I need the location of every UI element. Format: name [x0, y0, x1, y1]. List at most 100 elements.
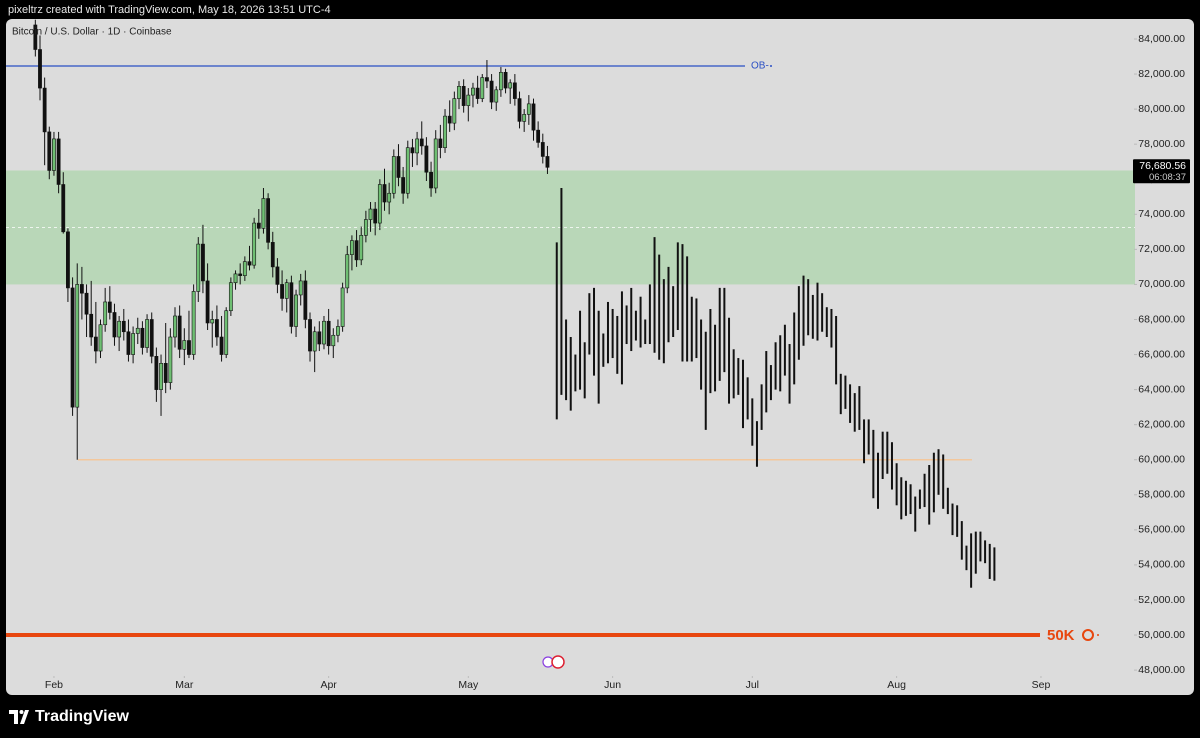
- candle-body: [526, 103, 531, 115]
- event-icon: [551, 655, 565, 669]
- candle-body: [461, 86, 466, 106]
- candle-body: [396, 156, 401, 178]
- candle-body: [187, 340, 191, 355]
- candle-body: [498, 71, 503, 91]
- candle-body: [289, 282, 294, 327]
- candle-body: [154, 355, 159, 390]
- y-tick-label: 68,000.00: [1138, 313, 1185, 325]
- candle-body: [56, 138, 61, 185]
- candle-body: [182, 340, 187, 350]
- candle-body: [79, 284, 84, 294]
- candle-body: [238, 273, 243, 276]
- candle-body: [210, 319, 215, 324]
- candle-body: [540, 142, 545, 157]
- candle-body: [149, 319, 154, 357]
- candle-body: [103, 301, 108, 326]
- candle-body: [480, 77, 485, 99]
- candle-body: [429, 171, 433, 189]
- candle-body: [517, 98, 522, 122]
- candle-body: [531, 103, 536, 131]
- y-tick-label: 60,000.00: [1138, 454, 1185, 466]
- candle-body: [196, 243, 201, 292]
- candle-body: [391, 156, 396, 194]
- level-icon-dot: [1097, 634, 1099, 637]
- x-tick-label: Mar: [175, 679, 194, 691]
- candle-body: [322, 320, 326, 345]
- candle-body: [503, 71, 508, 89]
- level-icon-dot: [770, 64, 772, 67]
- candle-body: [140, 327, 145, 348]
- candle-body: [317, 331, 322, 345]
- candle-body: [350, 240, 354, 255]
- candle-body: [424, 145, 429, 173]
- candle-body: [121, 320, 126, 333]
- candle-body: [485, 77, 489, 82]
- candle-body: [452, 98, 457, 124]
- candle-body: [233, 273, 238, 283]
- candle-body: [494, 89, 499, 103]
- candle-body: [387, 192, 392, 203]
- candle-body: [382, 184, 387, 203]
- candle-body: [308, 319, 312, 352]
- y-tick-label: 70,000.00: [1138, 278, 1185, 290]
- candle-body: [117, 320, 122, 338]
- candle-body: [336, 326, 340, 336]
- candle-body: [536, 129, 541, 143]
- candle-body: [331, 334, 336, 347]
- candle-body: [107, 301, 112, 313]
- candle-body: [201, 243, 205, 282]
- candle-body: [326, 320, 331, 347]
- y-tick-label: 48,000.00: [1138, 664, 1185, 676]
- candle-body: [242, 261, 247, 276]
- logo-mark: [20, 710, 29, 724]
- candle-body: [377, 184, 382, 224]
- candle-body: [228, 282, 233, 312]
- y-tick-label: 72,000.00: [1138, 243, 1185, 255]
- candle-body: [191, 291, 196, 355]
- x-tick-label: Jun: [604, 679, 621, 691]
- candle-body: [112, 312, 117, 338]
- y-tick-label: 66,000.00: [1138, 348, 1185, 360]
- candle-body: [173, 315, 177, 338]
- candle-body: [359, 235, 364, 261]
- candle-body: [275, 266, 280, 285]
- x-tick-label: Feb: [45, 679, 63, 691]
- candle-body: [131, 333, 135, 355]
- candle-body: [270, 242, 275, 268]
- candle-body: [410, 147, 415, 154]
- candle-body: [368, 208, 373, 220]
- candle-body: [135, 327, 140, 334]
- candle-body: [219, 336, 224, 355]
- logo-mark: [9, 710, 18, 724]
- y-tick-label: 62,000.00: [1138, 418, 1185, 430]
- candle-body: [247, 261, 252, 266]
- candle-body: [475, 87, 480, 99]
- y-tick-label: 80,000.00: [1138, 103, 1185, 115]
- y-tick-label: 52,000.00: [1138, 594, 1185, 606]
- candle-body: [159, 363, 163, 390]
- candle-body: [419, 138, 424, 147]
- candle-body: [89, 313, 94, 338]
- level-label: 50K: [1047, 627, 1075, 644]
- y-tick-label: 50,000.00: [1138, 629, 1185, 641]
- candle-body: [266, 198, 271, 243]
- candle-body: [163, 363, 168, 383]
- x-tick-label: Jul: [746, 679, 759, 691]
- candle-body: [70, 287, 75, 408]
- plot: 48,000.00 50,000.00 52,000.00 54,000.00 56,0…: [6, 19, 1190, 691]
- candle-body: [224, 310, 229, 355]
- candle-body: [438, 138, 443, 148]
- candle-body: [354, 240, 359, 261]
- candle-body: [373, 208, 378, 224]
- y-tick-label: 82,000.00: [1138, 68, 1185, 80]
- candle-body: [66, 231, 70, 289]
- candle-body: [84, 292, 89, 315]
- candle-body: [252, 222, 257, 266]
- candle-body: [312, 331, 317, 352]
- candle-body: [75, 284, 80, 408]
- x-tick-label: May: [458, 679, 479, 691]
- candle-body: [447, 115, 452, 124]
- x-tick-label: Sep: [1032, 679, 1051, 691]
- credit: pixeltrz created with TradingView.com, M…: [8, 4, 331, 16]
